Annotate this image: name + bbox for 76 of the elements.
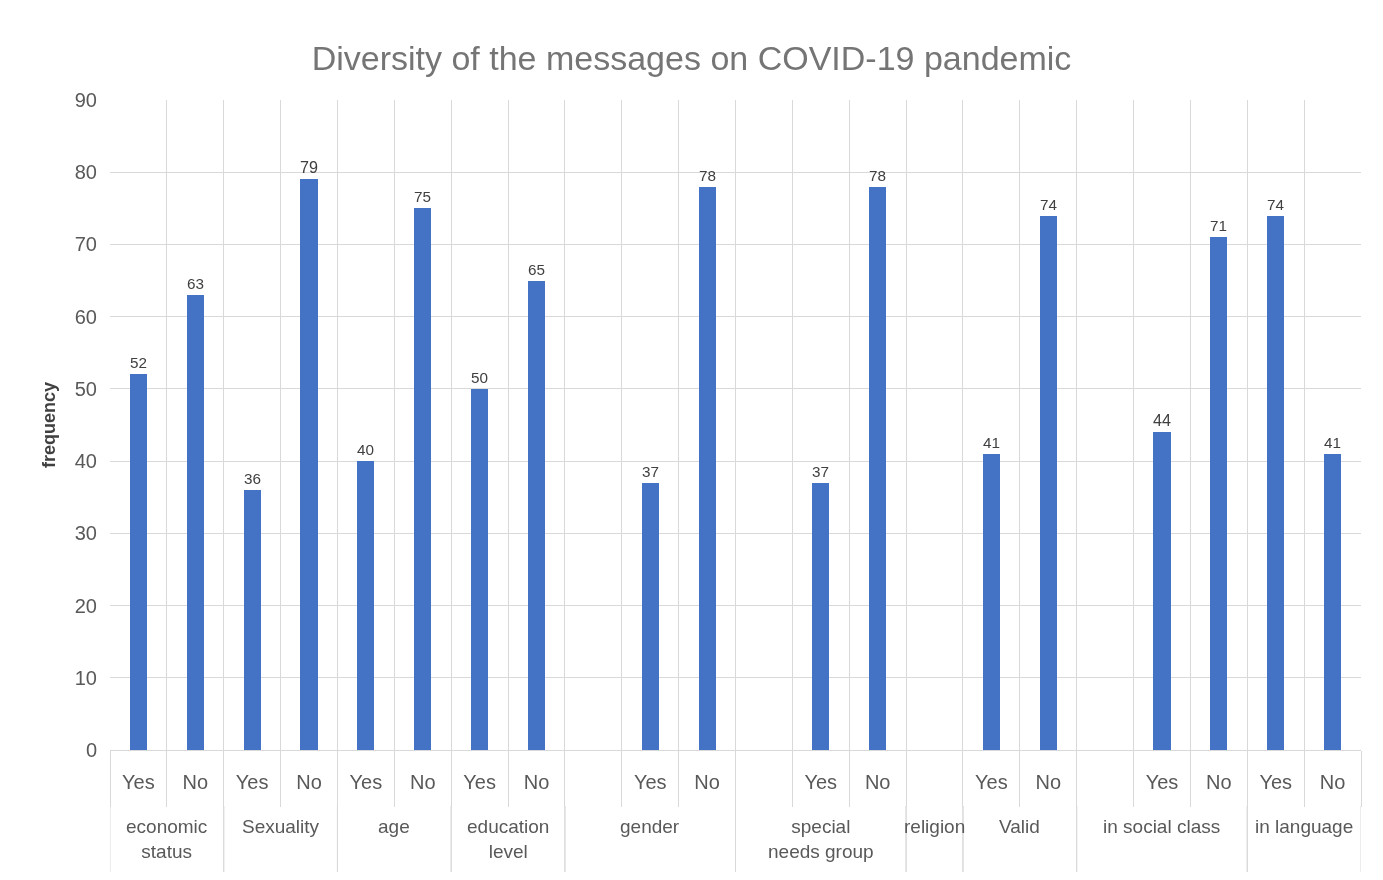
text: Sexuality xyxy=(242,816,320,837)
data-label: 40 xyxy=(357,440,374,458)
bar xyxy=(1267,216,1284,750)
bar xyxy=(983,454,1000,750)
bar xyxy=(471,389,488,750)
data-label: 52 xyxy=(130,353,147,371)
x-tick-label: Yes xyxy=(633,771,667,793)
bar xyxy=(1210,237,1227,750)
x-tick-label: Yes xyxy=(349,771,383,793)
bar xyxy=(1153,432,1171,750)
bar xyxy=(130,374,147,750)
y-tick-label: 60 xyxy=(74,305,97,328)
data-label: 41 xyxy=(1324,433,1341,451)
y-tick-label: 90 xyxy=(74,89,97,111)
text: in language xyxy=(1255,816,1354,837)
bar xyxy=(357,461,374,750)
x-tick-label: No xyxy=(1035,771,1062,793)
y-tick-label: 10 xyxy=(74,666,97,689)
x-tick-label: Yes xyxy=(1145,771,1179,793)
data-label: 65 xyxy=(528,260,545,278)
bar xyxy=(244,490,261,750)
bar xyxy=(528,281,545,750)
x-tick-label: No xyxy=(182,771,209,793)
x-tick-label: Yes xyxy=(1259,771,1293,793)
bar xyxy=(699,187,716,750)
y-axis-title: frequency xyxy=(38,381,59,469)
data-label: 75 xyxy=(414,187,431,205)
x-tick-label: No xyxy=(1206,771,1232,793)
x-tick-label: Yes xyxy=(235,771,269,793)
x-tick-label: Yes xyxy=(122,771,155,793)
x-tick-label: Yes xyxy=(975,771,1008,793)
text: in social class xyxy=(1103,816,1221,837)
data-label: 78 xyxy=(869,166,886,184)
x-tick-label: No xyxy=(1319,771,1346,793)
y-tick-label: 70 xyxy=(74,233,97,256)
y-tick-label: 50 xyxy=(74,377,97,400)
data-label: 50 xyxy=(471,368,488,386)
text: education level xyxy=(467,816,550,862)
data-label: 37 xyxy=(812,462,829,480)
data-label: 37 xyxy=(642,462,659,480)
x-tick-label: Yes xyxy=(804,771,838,793)
data-label: 41 xyxy=(983,433,1000,451)
text: religion xyxy=(904,816,966,837)
text: special needs group xyxy=(768,816,874,862)
y-tick-label: 30 xyxy=(74,522,97,545)
data-label: 79 xyxy=(300,157,318,176)
data-label: 71 xyxy=(1210,216,1227,234)
bar xyxy=(300,179,318,750)
data-label: 36 xyxy=(244,469,261,487)
x-tick-label: No xyxy=(296,771,322,793)
data-label: 74 xyxy=(1040,195,1058,213)
bar xyxy=(642,483,659,750)
y-tick-label: 40 xyxy=(74,450,97,473)
bar xyxy=(187,295,204,750)
data-label: 63 xyxy=(187,274,204,292)
text: Valid xyxy=(999,816,1040,837)
bar xyxy=(812,483,829,750)
text: gender xyxy=(620,816,680,837)
text: economic status xyxy=(126,816,208,862)
bar xyxy=(1324,454,1341,750)
bar xyxy=(414,208,431,750)
x-tick-label: No xyxy=(409,771,436,793)
data-label: 78 xyxy=(699,166,716,184)
x-tick-label: No xyxy=(523,771,550,793)
y-tick-label: 20 xyxy=(74,594,97,617)
data-label: 74 xyxy=(1267,195,1285,213)
text: age xyxy=(378,816,410,837)
y-tick-label: 80 xyxy=(74,161,97,184)
x-tick-label: No xyxy=(694,771,720,793)
chart-title: Diversity of the messages on COVID-19 pandemic xyxy=(311,38,1072,77)
data-label: 44 xyxy=(1153,410,1171,429)
bar xyxy=(869,187,886,750)
bar xyxy=(1040,216,1057,750)
x-tick-label: No xyxy=(864,771,891,793)
x-tick-label: Yes xyxy=(463,771,496,793)
y-tick-label: 0 xyxy=(85,739,97,761)
